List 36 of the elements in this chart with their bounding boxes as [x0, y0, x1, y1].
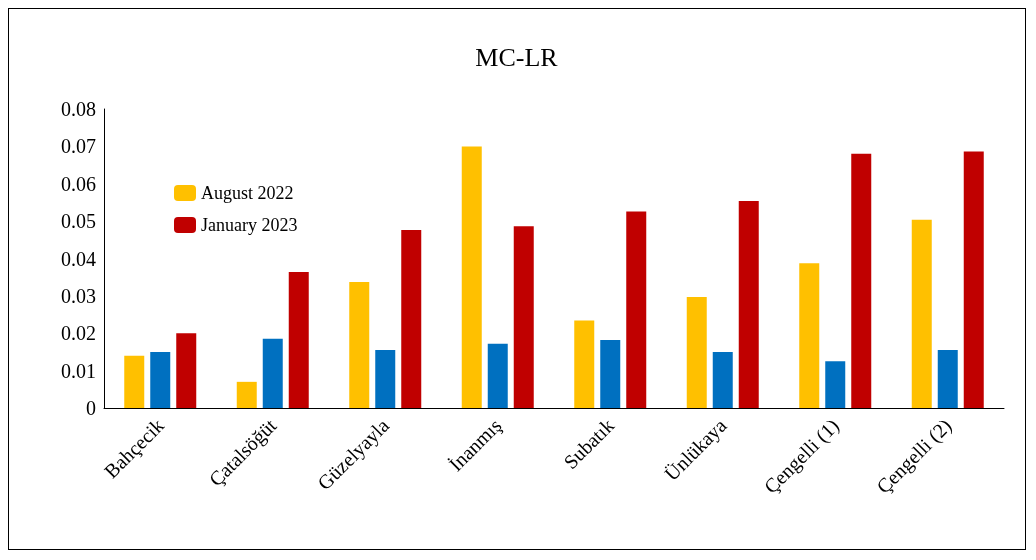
bar: [349, 282, 370, 408]
legend-label: August 2022: [201, 183, 294, 203]
bar: [911, 219, 932, 408]
bar: [288, 271, 309, 408]
y-tick-label: 0.07: [61, 135, 96, 158]
bar: [738, 200, 759, 408]
bar: [712, 351, 733, 408]
bar: [262, 338, 283, 408]
bar: [963, 151, 984, 408]
bar: [825, 361, 846, 408]
y-tick-label: 0.06: [61, 172, 96, 195]
bar: [513, 226, 534, 408]
bar: [937, 350, 958, 408]
bar: [461, 146, 482, 408]
legend-label: January 2023: [201, 215, 298, 235]
bar: [487, 343, 508, 408]
bar: [851, 153, 872, 408]
y-tick-label: 0.08: [61, 98, 96, 120]
y-tick-label: 0.01: [61, 359, 96, 382]
bar: [401, 230, 422, 408]
bar: [686, 297, 707, 408]
y-tick-label: 0.03: [61, 284, 96, 307]
bar: [150, 351, 171, 408]
bar: [375, 350, 396, 408]
y-tick-label: 0: [86, 397, 96, 419]
bar: [799, 263, 820, 408]
bar: [236, 381, 257, 408]
chart-title: MC-LR: [475, 42, 559, 72]
y-tick-label: 0.04: [61, 247, 96, 270]
bar: [626, 211, 647, 408]
bar: [124, 355, 145, 408]
bar: [176, 333, 197, 408]
y-tick-label: 0.05: [61, 210, 96, 233]
y-tick-label: 0.02: [61, 322, 96, 345]
bar: [600, 339, 621, 408]
bar: [574, 320, 595, 408]
